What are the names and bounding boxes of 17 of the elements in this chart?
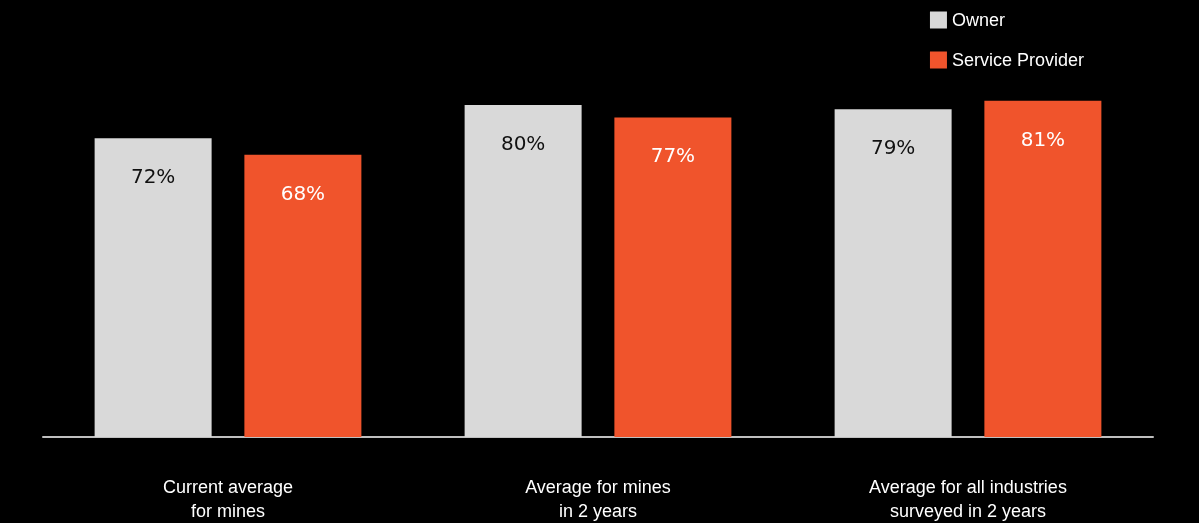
legend-label: Owner xyxy=(951,10,1005,30)
x-tick-label: Current average for mines xyxy=(162,477,294,521)
bar xyxy=(834,109,952,437)
bar xyxy=(244,154,362,437)
data-label: 80% xyxy=(500,131,546,155)
legend-label: Service Provider xyxy=(951,50,1085,70)
data-label: 81% xyxy=(1020,126,1066,151)
bar xyxy=(614,117,732,437)
x-tick-label: Average for all industries surveyed in 2 years xyxy=(869,477,1067,521)
x-tick-label: Average for mines in 2 years xyxy=(525,477,671,521)
data-label: 79% xyxy=(870,135,916,160)
bar xyxy=(464,105,582,437)
bar xyxy=(94,138,212,437)
data-label: 77% xyxy=(650,143,696,168)
data-label: 72% xyxy=(130,164,176,189)
bar xyxy=(984,100,1102,437)
data-label: 68% xyxy=(280,180,326,205)
